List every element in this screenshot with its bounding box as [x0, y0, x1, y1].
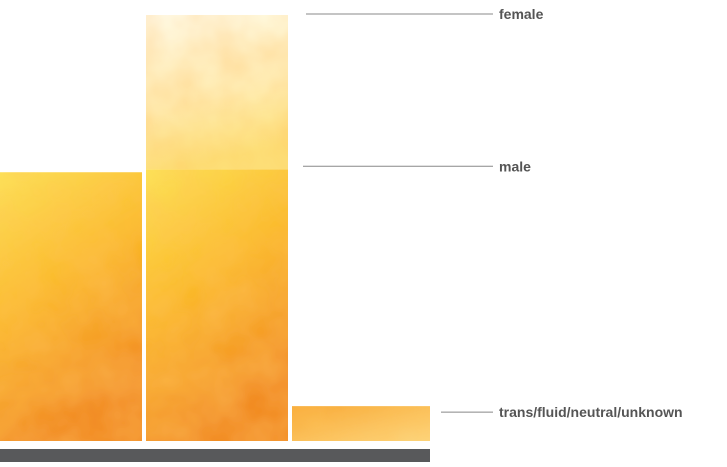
bars-layer	[0, 14, 430, 442]
annotations-layer: female male trans/fluid/neutral/unknown	[303, 6, 683, 420]
bar-segment-2-0	[292, 406, 430, 441]
bar-segment-1-1	[146, 14, 288, 170]
annotation-label: female	[499, 6, 544, 22]
bar-segment-0-0	[0, 172, 142, 442]
annotation-label: male	[499, 158, 531, 174]
bar-segment-1-0	[146, 169, 288, 441]
annotation-label: trans/fluid/neutral/unknown	[499, 404, 683, 420]
chart-baseline	[0, 449, 430, 462]
